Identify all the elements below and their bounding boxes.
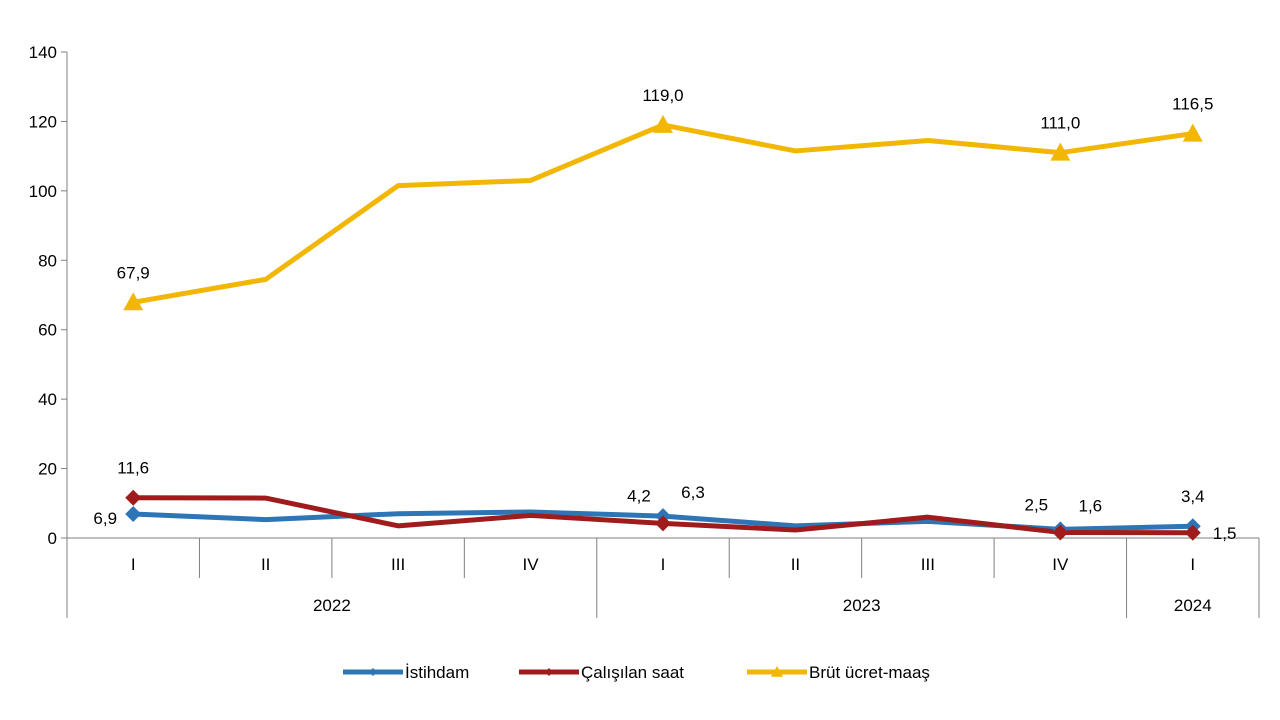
data-label: 3,4 xyxy=(1181,487,1205,506)
y-tick-label: 0 xyxy=(48,529,57,548)
x-tick-label: IV xyxy=(1052,555,1069,574)
data-label: 111,0 xyxy=(1040,114,1080,133)
x-tick-label: III xyxy=(391,555,405,574)
data-point-marker xyxy=(125,506,142,523)
year-label: 2023 xyxy=(843,596,881,615)
legend-item: Çalışılan saat xyxy=(519,663,684,682)
data-point-marker xyxy=(1050,142,1071,161)
chart-legend: İstihdam Çalışılan saat Brüt ücret-maaş xyxy=(343,663,930,682)
legend-item: İstihdam xyxy=(343,663,469,682)
x-tick-label: I xyxy=(1190,555,1195,574)
data-label: 2,5 xyxy=(1025,495,1049,514)
data-label: 6,3 xyxy=(681,483,705,502)
data-label: 1,5 xyxy=(1213,524,1237,543)
x-tick-label: III xyxy=(921,555,935,574)
data-point-marker xyxy=(1184,524,1201,541)
data-label: 4,2 xyxy=(627,486,651,505)
x-tick-label: IV xyxy=(523,555,540,574)
data-point-marker xyxy=(125,489,142,506)
data-labels: 6,9 6,3 1,6 3,4 11,6 4,2 2,5 1,5 67,9 119,0 111,0 1… xyxy=(93,86,1236,543)
data-point-marker xyxy=(653,114,673,133)
data-point-marker xyxy=(655,515,671,532)
year-label: 2022 xyxy=(313,596,351,615)
y-tick-label: 80 xyxy=(38,251,57,270)
legend-marker xyxy=(369,668,377,676)
legend-item: Brüt ücret-maaş xyxy=(747,663,930,682)
data-label: 119,0 xyxy=(642,86,683,105)
y-tick-label: 60 xyxy=(38,321,57,340)
data-point-marker xyxy=(1052,524,1069,541)
data-label: 6,9 xyxy=(93,509,117,528)
x-tick-label: II xyxy=(261,555,270,574)
x-tick-label: I xyxy=(131,555,136,574)
series-line xyxy=(130,122,1196,305)
x-tick-label: I xyxy=(661,555,666,574)
data-label: 116,5 xyxy=(1172,95,1213,114)
data-label: 1,6 xyxy=(1079,496,1103,515)
data-label: 11,6 xyxy=(117,459,149,478)
year-label: 2024 xyxy=(1174,596,1212,615)
data-point-marker xyxy=(123,292,144,311)
y-tick-label: 120 xyxy=(29,112,57,131)
x-tick-label: II xyxy=(791,555,800,574)
legend-label: Çalışılan saat xyxy=(581,663,684,682)
series-markers xyxy=(123,114,1203,541)
data-point-marker xyxy=(1182,123,1203,142)
data-label: 67,9 xyxy=(117,263,150,282)
y-tick-label: 40 xyxy=(38,390,57,409)
y-tick-label: 100 xyxy=(29,182,57,201)
legend-marker xyxy=(771,666,783,677)
y-tick-label: 20 xyxy=(38,460,57,479)
legend-label: Brüt ücret-maaş xyxy=(809,663,930,682)
legend-label: İstihdam xyxy=(405,663,469,682)
series-lines xyxy=(130,122,1196,536)
legend-marker xyxy=(545,668,553,676)
y-tick-label: 140 xyxy=(29,43,57,62)
